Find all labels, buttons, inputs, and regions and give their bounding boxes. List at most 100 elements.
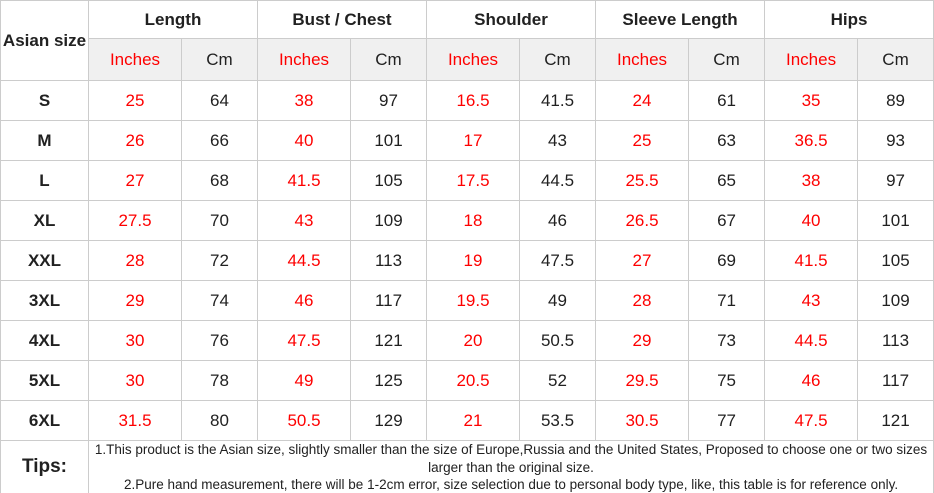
cm-value: 117: [350, 280, 427, 321]
cm-value: 72: [181, 240, 258, 281]
cm-value: 43: [518, 120, 597, 161]
cm-value: 105: [350, 160, 427, 201]
size-row-XL: XL 27.5 70 43 109 18 46 26.5 67 40 101: [0, 200, 934, 241]
size-label-3XL: 3XL: [0, 280, 89, 321]
cm-value: 109: [857, 280, 934, 321]
size-label-XXL: XXL: [0, 240, 89, 281]
cm-value: 63: [688, 120, 766, 161]
cm-value: 105: [857, 240, 934, 281]
cm-value: 93: [857, 120, 934, 161]
inches-value: 49: [257, 360, 351, 401]
cm-value: 101: [350, 120, 427, 161]
inches-value: 16.5: [426, 80, 520, 121]
tips-text: 1.This product is the Asian size, slight…: [87, 440, 934, 493]
unit-header-cm-4: Cm: [857, 38, 934, 81]
inches-value: 36.5: [764, 120, 859, 161]
cm-value: 46: [518, 200, 597, 241]
unit-header-cm-1: Cm: [350, 38, 427, 81]
unit-header-cm-2: Cm: [518, 38, 597, 81]
cm-value: 121: [857, 400, 934, 441]
inches-value: 18: [426, 200, 520, 241]
size-row-XXL: XXL 28 72 44.5 113 19 47.5 27 69 41.5 105: [0, 240, 934, 281]
corner-header-asian-size: Asian size: [0, 0, 89, 81]
tips-label: Tips:: [0, 440, 89, 493]
cm-value: 66: [181, 120, 258, 161]
inches-value: 20.5: [426, 360, 520, 401]
cm-value: 68: [181, 160, 258, 201]
size-row-S: S 25 64 38 97 16.5 41.5 24 61 35 89: [0, 80, 934, 121]
inches-value: 25.5: [595, 160, 690, 201]
cm-value: 121: [350, 320, 427, 361]
size-label-4XL: 4XL: [0, 320, 89, 361]
cm-value: 113: [350, 240, 427, 281]
cm-value: 53.5: [518, 400, 597, 441]
cm-value: 80: [181, 400, 258, 441]
cm-value: 64: [181, 80, 258, 121]
inches-value: 46: [257, 280, 351, 321]
inches-value: 35: [764, 80, 859, 121]
group-header-row: Asian size Length Bust / Chest Shoulder …: [0, 0, 934, 81]
cm-value: 77: [688, 400, 766, 441]
cm-value: 125: [350, 360, 427, 401]
size-row-4XL: 4XL 30 76 47.5 121 20 50.5 29 73 44.5 113: [0, 320, 934, 361]
cm-value: 101: [857, 200, 934, 241]
size-row-5XL: 5XL 30 78 49 125 20.5 52 29.5 75 46 117: [0, 360, 934, 401]
inches-value: 30: [88, 320, 182, 361]
inches-value: 44.5: [257, 240, 351, 281]
cm-value: 76: [181, 320, 258, 361]
inches-value: 43: [764, 280, 859, 321]
cm-value: 117: [857, 360, 934, 401]
unit-header-row: Inches Cm Inches Cm Inches Cm Inches Cm Inches Cm: [1, 38, 934, 81]
inches-value: 38: [764, 160, 859, 201]
group-header-shoulder: Shoulder: [425, 0, 597, 39]
size-row-6XL: 6XL 31.5 80 50.5 129 21 53.5 30.5 77 47.5 121: [0, 400, 934, 441]
cm-value: 47.5: [518, 240, 597, 281]
cm-value: 75: [688, 360, 766, 401]
inches-value: 27.5: [88, 200, 182, 241]
size-label-M: M: [0, 120, 89, 161]
tips-line-1: 1.This product is the Asian size, slight…: [94, 442, 928, 475]
inches-value: 28: [88, 240, 182, 281]
unit-header-inches-1: Inches: [257, 38, 351, 81]
size-label-L: L: [0, 160, 89, 201]
cm-value: 97: [350, 80, 427, 121]
cm-value: 70: [181, 200, 258, 241]
tips-row: Tips: 1.This product is the Asian size, …: [0, 440, 934, 493]
inches-value: 19: [426, 240, 520, 281]
size-label-5XL: 5XL: [0, 360, 89, 401]
cm-value: 69: [688, 240, 766, 281]
cm-value: 52: [518, 360, 597, 401]
inches-value: 29: [88, 280, 182, 321]
cm-value: 89: [857, 80, 934, 121]
size-label-XL: XL: [0, 200, 89, 241]
cm-value: 71: [688, 280, 766, 321]
cm-value: 65: [688, 160, 766, 201]
size-row-3XL: 3XL 29 74 46 117 19.5 49 28 71 43 109: [0, 280, 934, 321]
unit-header-inches-2: Inches: [426, 38, 520, 81]
group-header-hips: Hips: [764, 0, 934, 39]
inches-value: 24: [595, 80, 690, 121]
group-header-sleeve-length: Sleeve Length: [595, 0, 766, 39]
inches-value: 20: [426, 320, 520, 361]
inches-value: 31.5: [88, 400, 182, 441]
inches-value: 28: [595, 280, 690, 321]
size-label-6XL: 6XL: [0, 400, 89, 441]
unit-header-inches-3: Inches: [595, 38, 690, 81]
unit-header-cm-3: Cm: [688, 38, 766, 81]
inches-value: 30.5: [595, 400, 690, 441]
group-header-length: Length: [88, 0, 258, 39]
cm-value: 41.5: [518, 80, 597, 121]
cm-value: 67: [688, 200, 766, 241]
cm-value: 97: [857, 160, 934, 201]
inches-value: 46: [764, 360, 859, 401]
inches-value: 26: [88, 120, 182, 161]
inches-value: 17.5: [426, 160, 520, 201]
inches-value: 47.5: [764, 400, 859, 441]
cm-value: 50.5: [518, 320, 597, 361]
inches-value: 41.5: [257, 160, 351, 201]
unit-header-inches-4: Inches: [764, 38, 859, 81]
inches-value: 44.5: [764, 320, 859, 361]
cm-value: 49: [518, 280, 597, 321]
inches-value: 25: [595, 120, 690, 161]
